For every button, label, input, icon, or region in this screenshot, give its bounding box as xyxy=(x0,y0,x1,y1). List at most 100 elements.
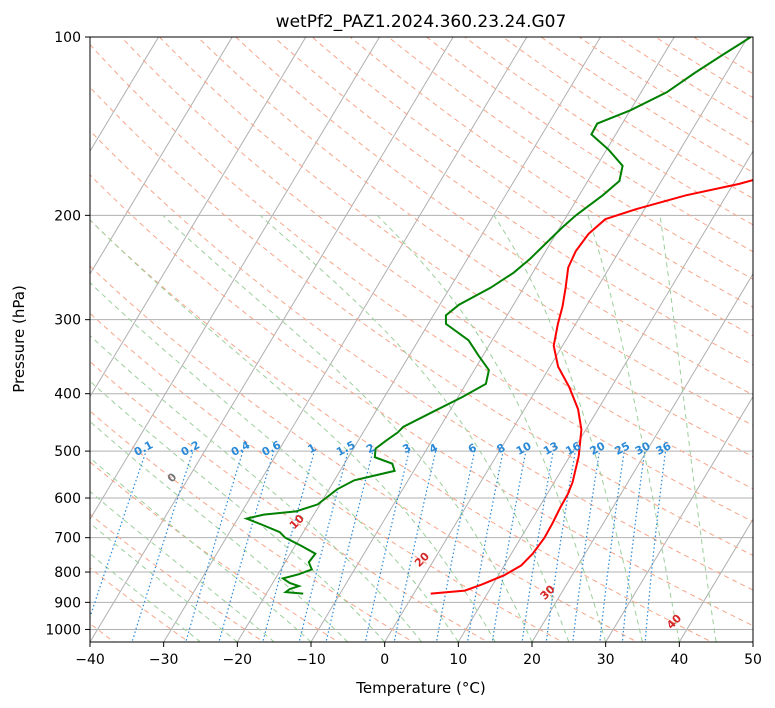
dry-adiabat-line xyxy=(540,37,753,174)
isotherm-line xyxy=(236,37,602,642)
x-tick-label: −20 xyxy=(223,652,253,668)
mixing-ratio-line xyxy=(364,450,410,642)
dry-adiabat-line xyxy=(578,37,753,148)
isotherm-line xyxy=(90,37,160,153)
moist-adiabat-line xyxy=(90,490,275,642)
isotherm-line xyxy=(90,37,307,398)
mixing-ratio-label: 20 xyxy=(588,439,608,458)
mixing-ratio-label: 13 xyxy=(541,439,561,458)
mixing-ratio-label: 30 xyxy=(633,439,653,458)
isotherm-line xyxy=(531,272,753,642)
mixing-ratio-label: 3 xyxy=(400,441,413,456)
temperature-profile-line xyxy=(430,179,753,595)
isotherm-line xyxy=(90,37,454,642)
moist-adiabat-line xyxy=(90,420,349,642)
moist-adiabat-line xyxy=(659,215,717,642)
moist-adiabat-line xyxy=(90,334,422,642)
dry-adiabat-line xyxy=(90,461,340,642)
mixing-ratio-line xyxy=(491,450,527,642)
background-lines-layer xyxy=(90,37,753,642)
moist-adiabat-line xyxy=(90,219,496,642)
mixing-ratio-label: 0.2 xyxy=(179,438,202,459)
mixing-ratio-line xyxy=(545,450,576,642)
x-tick-label: 50 xyxy=(744,652,762,668)
moist-adiabat-line xyxy=(259,214,570,642)
dry-adiabat-line xyxy=(692,37,753,75)
dry-adiabat-line xyxy=(311,37,753,337)
mixing-ratio-line xyxy=(262,450,315,642)
isotherm-line xyxy=(90,37,233,275)
dry-adiabat-line xyxy=(90,312,564,642)
y-tick-label: 800 xyxy=(54,565,81,581)
dry-adiabat-label: 10 xyxy=(287,512,307,532)
moist-adiabat-line xyxy=(90,553,201,642)
mixing-ratio-label: 0.1 xyxy=(132,438,155,459)
dry-adiabat-line xyxy=(120,37,753,490)
isotherm-line xyxy=(310,37,675,642)
mixing-ratio-label: 36 xyxy=(654,439,674,458)
mixing-ratio-line xyxy=(90,450,147,619)
series-layer xyxy=(243,37,753,595)
dry-adiabat-label: 30 xyxy=(538,582,558,602)
dry-adiabat-line xyxy=(90,130,753,591)
y-tick-label: 100 xyxy=(54,30,81,46)
isotherm-line xyxy=(752,641,753,642)
y-tick-label: 900 xyxy=(54,595,81,611)
dry-adiabat-line xyxy=(616,37,753,123)
moist-adiabat-line xyxy=(90,457,312,642)
dry-adiabat-line xyxy=(158,37,753,458)
dry-adiabat-label: 20 xyxy=(412,549,432,569)
x-tick-label: −10 xyxy=(296,652,326,668)
mixing-ratio-line xyxy=(325,450,374,642)
dry-adiabat-line xyxy=(90,174,753,627)
moist-adiabat-line xyxy=(162,214,533,642)
x-tick-label: 0 xyxy=(380,652,389,668)
dry-adiabat-line xyxy=(273,37,753,366)
mixing-ratio-line xyxy=(572,451,601,642)
dry-adiabat-line xyxy=(349,37,753,308)
mixing-ratio-line xyxy=(218,450,275,642)
dry-adiabat-label: 40 xyxy=(664,611,684,631)
mixing-ratio-line xyxy=(298,450,349,642)
mixing-ratio-label: 0.6 xyxy=(260,438,284,459)
mixing-ratio-line xyxy=(185,450,244,642)
mixing-ratio-label: 4 xyxy=(427,441,440,456)
y-tick-label: 600 xyxy=(54,491,81,507)
mixing-ratio-label: 6 xyxy=(466,441,479,456)
mixing-ratio-line xyxy=(435,450,476,642)
isotherm-line xyxy=(457,150,753,642)
dry-adiabat-line xyxy=(90,513,265,642)
dry-adiabat-line xyxy=(90,567,190,642)
moist-adiabat-line xyxy=(587,215,680,642)
mixing-ratio-line xyxy=(621,451,646,642)
y-tick-label: 200 xyxy=(54,208,81,224)
mixing-ratio-line xyxy=(131,450,194,642)
y-tick-label: 700 xyxy=(54,531,81,547)
plot-frame xyxy=(89,36,754,643)
moist-adiabat-line xyxy=(493,215,643,642)
x-tick-label: 40 xyxy=(670,652,688,668)
dry-adiabat-line xyxy=(654,37,753,99)
dry-adiabat-line xyxy=(90,360,489,642)
mixing-ratio-label: 25 xyxy=(612,439,632,458)
y-tick-label: 400 xyxy=(54,387,81,403)
mixing-ratio-line xyxy=(393,450,437,642)
y-tick-label: 300 xyxy=(54,313,81,329)
dry-adiabat-line xyxy=(502,37,753,200)
mixing-ratio-label: 10 xyxy=(514,439,534,458)
dry-adiabat-line xyxy=(90,265,639,642)
dewpoint-profile-line xyxy=(243,37,752,595)
x-tick-label: −40 xyxy=(75,652,105,668)
dry-adiabat-line xyxy=(235,37,753,396)
isotherm-line xyxy=(163,37,528,642)
x-tick-label: 30 xyxy=(597,652,615,668)
x-axis-label: Temperature (°C) xyxy=(355,679,485,697)
y-axis-label: Pressure (hPa) xyxy=(10,285,28,393)
x-tick-label: −30 xyxy=(149,652,179,668)
axes-layer: −40 −30 −20 −10 0 10 20 30 40 5010020030040050060… xyxy=(45,30,762,668)
isotherm-line xyxy=(90,37,381,521)
y-tick-label: 1000 xyxy=(45,622,81,638)
dry-adiabat-line xyxy=(90,410,414,642)
line-labels-layer: 0.1 0.2 0.4 0.6 1 1.5 2 3 4 6 8 10 13 16 20 25 30 3601020… xyxy=(132,438,685,632)
